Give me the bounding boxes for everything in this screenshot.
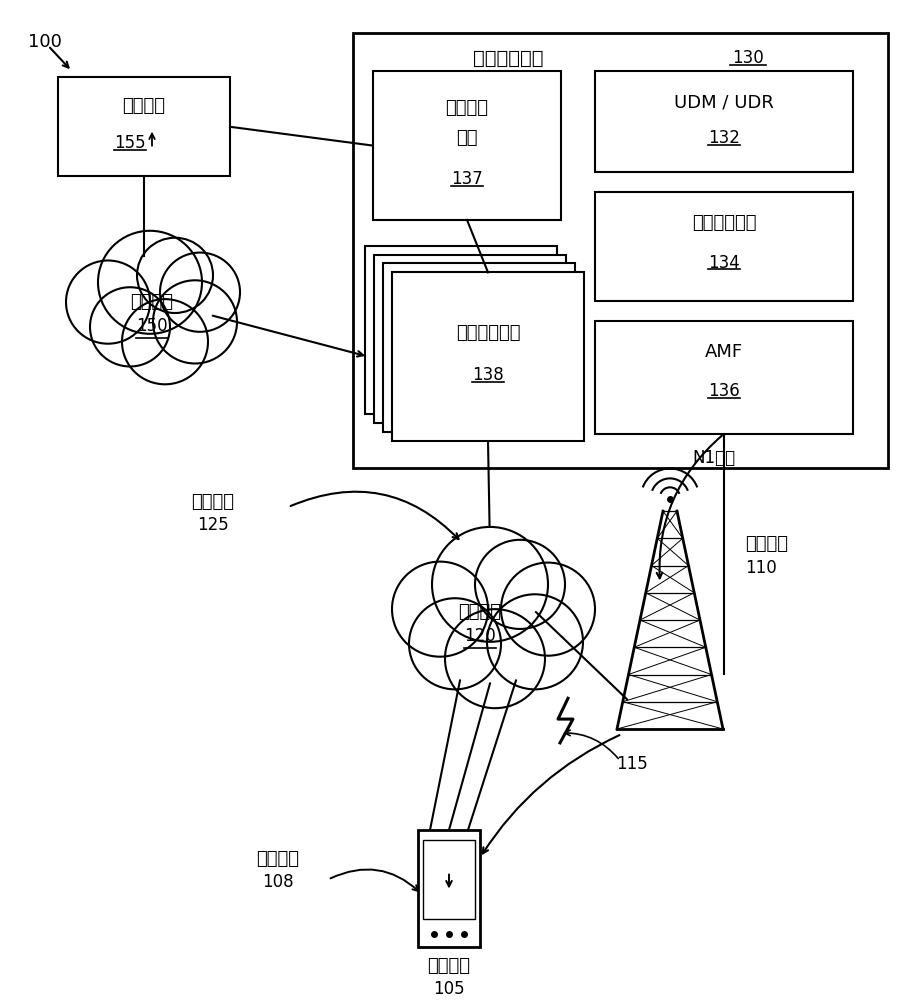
Circle shape (160, 253, 240, 332)
Text: 155: 155 (114, 134, 145, 152)
Text: 数据路径: 数据路径 (191, 493, 234, 511)
Text: 策略控制功能: 策略控制功能 (692, 214, 757, 232)
Text: 数据网络: 数据网络 (131, 293, 174, 311)
Circle shape (137, 238, 213, 313)
Text: 125: 125 (197, 516, 229, 534)
FancyBboxPatch shape (353, 33, 888, 468)
Circle shape (445, 609, 545, 708)
Circle shape (66, 260, 150, 344)
Text: 108: 108 (263, 873, 294, 891)
Circle shape (432, 527, 548, 642)
Circle shape (98, 231, 202, 334)
Text: 100: 100 (28, 33, 62, 51)
Text: 136: 136 (708, 382, 740, 400)
Text: 多个网络切片: 多个网络切片 (456, 324, 521, 342)
FancyBboxPatch shape (373, 71, 561, 220)
Text: 115: 115 (616, 755, 648, 773)
Text: 120: 120 (464, 627, 496, 645)
Text: 110: 110 (745, 559, 777, 577)
Circle shape (409, 598, 501, 689)
Text: 134: 134 (708, 254, 740, 272)
Text: AMF: AMF (705, 343, 743, 361)
FancyBboxPatch shape (58, 77, 230, 176)
Text: 105: 105 (433, 980, 465, 998)
Circle shape (501, 563, 595, 656)
FancyBboxPatch shape (418, 830, 480, 947)
Text: 网络开放: 网络开放 (446, 99, 489, 117)
Text: 移动核心网络: 移动核心网络 (473, 49, 544, 68)
Text: UDM / UDR: UDM / UDR (674, 93, 774, 111)
Text: 远程单元: 远程单元 (427, 957, 470, 975)
FancyBboxPatch shape (595, 321, 853, 434)
Text: 132: 132 (708, 129, 740, 147)
Circle shape (153, 280, 237, 364)
Circle shape (122, 299, 208, 384)
Text: 接入网络: 接入网络 (458, 603, 501, 621)
Circle shape (392, 562, 488, 657)
Text: N1接口: N1接口 (692, 449, 735, 467)
FancyBboxPatch shape (374, 255, 566, 423)
Text: 138: 138 (472, 366, 504, 384)
FancyBboxPatch shape (383, 263, 575, 432)
Text: 移动应用: 移动应用 (256, 850, 299, 868)
Text: 150: 150 (136, 317, 167, 335)
Text: 功能: 功能 (457, 129, 478, 147)
Text: 基站单元: 基站单元 (745, 535, 788, 553)
FancyBboxPatch shape (595, 192, 853, 301)
Circle shape (487, 594, 583, 689)
Text: 应用功能: 应用功能 (123, 97, 166, 115)
FancyBboxPatch shape (595, 71, 853, 172)
FancyBboxPatch shape (365, 246, 557, 414)
Text: 130: 130 (732, 49, 764, 67)
FancyBboxPatch shape (423, 840, 475, 919)
Circle shape (475, 540, 565, 629)
Circle shape (90, 287, 170, 366)
FancyBboxPatch shape (392, 272, 584, 441)
Text: 137: 137 (451, 170, 483, 188)
